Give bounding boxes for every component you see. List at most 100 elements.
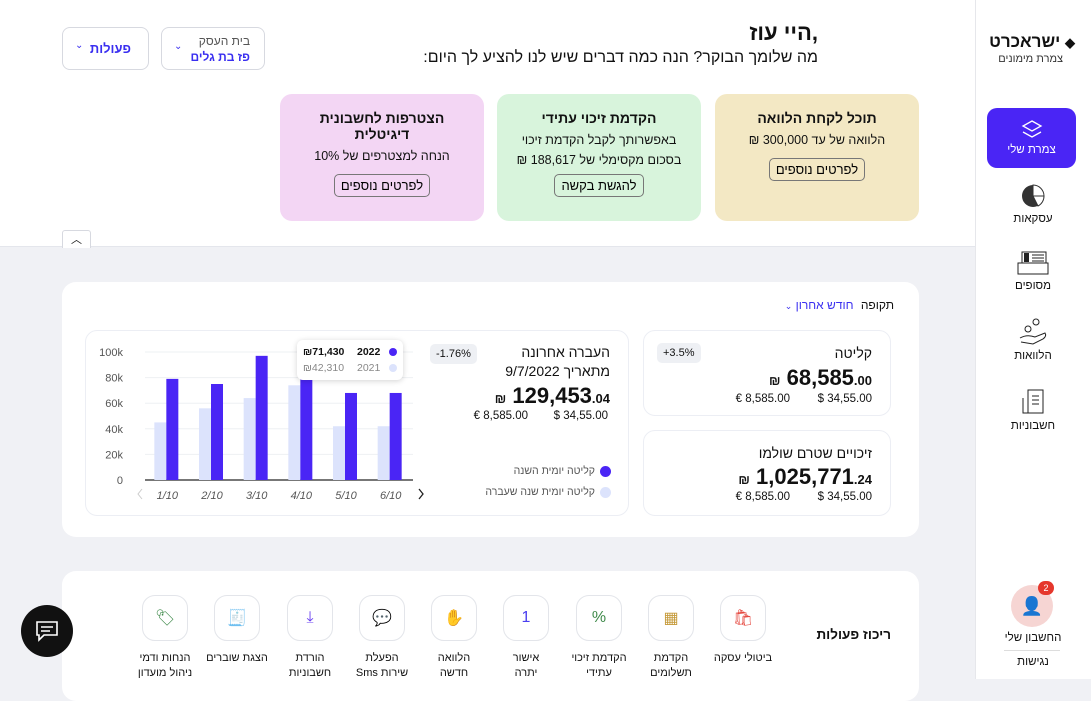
terminal-icon xyxy=(1017,251,1049,275)
action-item[interactable]: 1 אישור יתרה xyxy=(503,595,549,679)
chat-button[interactable] xyxy=(21,605,73,657)
offer-more-button[interactable]: לפרטים נוספים xyxy=(768,158,866,181)
account-avatar[interactable]: 👤 xyxy=(1011,585,1053,627)
actions-title: ריכוז פעולות xyxy=(816,627,891,642)
action-label: הקדמת תשלומים xyxy=(650,652,692,679)
bar-last-year xyxy=(288,385,301,480)
bar-last-year xyxy=(243,398,256,480)
document-icon xyxy=(1022,389,1044,414)
offer-title: תוכל לקחת הלוואה xyxy=(757,110,877,126)
action-label: הלוואה חדשה xyxy=(437,652,471,679)
chart-tooltip: ₪71,430 2022 ₪42,310 2021 xyxy=(297,340,403,380)
sidebar-item-label: צמרת שלי xyxy=(1007,144,1056,156)
kpi-eur: € 8,585.00 xyxy=(473,410,528,422)
kpi-eur: € 8,585.00 xyxy=(735,393,790,405)
pie-chart-icon xyxy=(1022,184,1045,207)
action-item[interactable]: % הקדמת זיכוי עתידי xyxy=(571,595,627,679)
offer-card-credit: הקדמת זיכוי עתידי באפשרותך לקבל הקדמת זי… xyxy=(497,94,701,221)
bar-last-year xyxy=(333,426,345,480)
sidebar-item-invoices[interactable]: חשבוניות xyxy=(988,388,1078,432)
kpi-amount: 1,025,771.24 ₪ xyxy=(738,464,872,489)
offer-title: הקדמת זיכוי עתידי xyxy=(541,110,657,126)
tooltip-value: ₪71,430 xyxy=(303,346,345,358)
tag-icon: 🏷 xyxy=(142,595,188,641)
accessibility-link[interactable]: נגישות xyxy=(1017,656,1049,668)
tooltip-value: ₪42,310 xyxy=(303,362,345,374)
action-label: הצגת שוברים xyxy=(206,652,268,664)
actions-dropdown[interactable]: פעולות ⌄ xyxy=(62,27,149,70)
offer-more-button[interactable]: לפרטים נוספים xyxy=(333,174,431,197)
kpi-title: קליטה xyxy=(834,345,872,361)
action-label: ביטולי עסקה xyxy=(713,652,773,664)
action-label: אישור יתרה xyxy=(512,652,540,679)
kpi-intake: קליטה +3.5% 68,585.00 ₪ $ 34,55.00 € 8,5… xyxy=(643,330,891,416)
hand-coins-icon: ✋ xyxy=(431,595,477,641)
y-tick-label: 0 xyxy=(117,475,123,487)
x-tick-label: 1/10 xyxy=(157,490,179,502)
action-item[interactable]: 🛍 ביטולי עסקה xyxy=(714,595,772,664)
offer-text: באפשרותך לקבל הקדמת זיכוי xyxy=(521,133,677,147)
action-item[interactable]: ⤓ הורדת חשבוניות xyxy=(287,595,333,679)
action-item[interactable]: 🏷 הנחות ודמי ניהול מועדון xyxy=(138,595,192,679)
download-icon: ⤓ xyxy=(287,595,333,641)
kpi-usd: $ 34,55.00 xyxy=(553,410,608,422)
tooltip-dot xyxy=(389,348,397,356)
sidebar-item-transactions[interactable]: עסקאות xyxy=(988,183,1078,225)
action-item[interactable]: 💬 הפעלת שירות Sms xyxy=(356,595,408,679)
legend-this-year: קליטה יומית השנה xyxy=(514,465,611,477)
action-label: הקדמת זיכוי עתידי xyxy=(571,652,627,679)
x-tick-label: 6/10 xyxy=(380,490,402,502)
action-label: הפעלת שירות Sms xyxy=(355,652,409,679)
last-transfer-title: העברה אחרונה מתאריך 9/7/2022 xyxy=(505,344,610,379)
y-tick-label: 20k xyxy=(105,449,123,461)
business-label: בית העסק xyxy=(198,34,250,48)
action-item[interactable]: ✋ הלוואה חדשה xyxy=(431,595,477,679)
offer-text: בסכום מקסימלי של 188,617 ₪ xyxy=(516,153,682,167)
sidebar-item-my-tzameret[interactable]: צמרת שלי xyxy=(987,108,1076,168)
chevron-down-icon: ⌄ xyxy=(75,40,84,51)
x-tick-label: 3/10 xyxy=(246,490,268,502)
greeting: היי עוז, xyxy=(749,20,818,45)
x-tick-label: 2/10 xyxy=(200,490,223,502)
chevron-left-icon xyxy=(137,488,143,500)
action-label: הנחות ודמי ניהול מועדון xyxy=(137,652,193,679)
business-value: פז בת גלים xyxy=(190,50,250,64)
chat-sms-icon: 💬 xyxy=(359,595,405,641)
period-value: חודש אחרון xyxy=(795,298,854,312)
collapse-button[interactable]: ︿ xyxy=(62,230,91,248)
chevron-down-icon: ⌄ xyxy=(174,41,183,52)
y-tick-label: 100k xyxy=(99,347,123,359)
period-select[interactable]: תקופה חודש אחרון ⌄ xyxy=(785,298,894,312)
action-item[interactable]: 🧾 הצגת שוברים xyxy=(206,595,268,664)
kpi-badge: +3.5% xyxy=(657,343,701,363)
period-label: תקופה xyxy=(860,298,894,312)
chevron-right-icon[interactable] xyxy=(418,488,424,500)
actions-panel: ריכוז פעולות xyxy=(62,571,919,701)
sidebar-item-loans[interactable]: הלוואות xyxy=(988,318,1078,362)
kpi-amount: 68,585.00 ₪ xyxy=(769,365,872,390)
kpi-credits: זיכויים שטרם שולמו 1,025,771.24 ₪ $ 34,5… xyxy=(643,430,891,516)
bar-this-year xyxy=(300,377,313,480)
bar-last-year xyxy=(377,426,390,480)
action-label: הורדת חשבוניות xyxy=(288,652,332,679)
action-item[interactable]: ▦ הקדמת תשלומים xyxy=(648,595,694,679)
legend-dot xyxy=(600,465,611,477)
offer-request-button[interactable]: להגשת בקשה xyxy=(554,174,644,197)
user-icon: 👤 xyxy=(1020,595,1044,616)
brand-logo: ◆ ישראכרט xyxy=(989,32,1075,51)
top-section: היי עוז, מה שלומך הבוקר? הנה כמה דברים ש… xyxy=(0,0,975,248)
chat-icon xyxy=(36,621,58,642)
business-select[interactable]: בית העסק פז בת גלים ⌄ xyxy=(161,27,265,70)
sidebar-item-terminals[interactable]: מסופים xyxy=(988,250,1078,292)
layers-icon xyxy=(1021,120,1042,138)
kpi-badge: -1.76% xyxy=(430,344,477,364)
x-tick-label: 4/10 xyxy=(291,490,313,502)
offer-title: הצטרפות לחשבונית דיגיטלית xyxy=(319,110,445,142)
tooltip-year: 2022 xyxy=(357,346,381,358)
my-account-link[interactable]: החשבון שלי xyxy=(1004,632,1062,644)
bar-last-year xyxy=(154,422,167,480)
legend-dot xyxy=(600,486,611,498)
notification-badge: 2 xyxy=(1038,581,1054,595)
dashboard-panel: תקופה חודש אחרון ⌄ קליטה +3.5% 68,585.00… xyxy=(62,282,919,537)
hand-coins-icon xyxy=(1019,318,1047,345)
